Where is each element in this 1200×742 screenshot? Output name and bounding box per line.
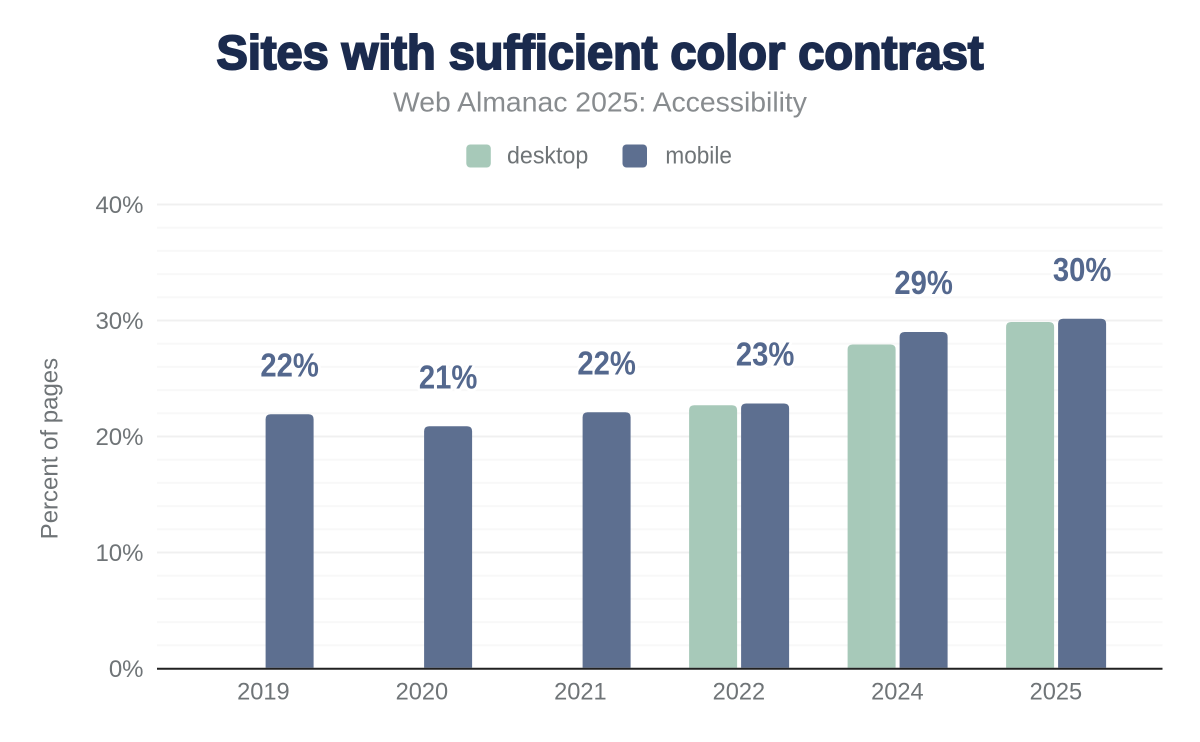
svg-text:2021: 2021 [554,679,607,706]
svg-text:Web Almanac 2025: Accessibilit: Web Almanac 2025: Accessibility [393,87,807,118]
svg-text:mobile: mobile [665,143,732,170]
svg-text:22%: 22% [260,347,319,384]
svg-text:30%: 30% [95,308,143,335]
svg-text:0%: 0% [109,656,144,683]
svg-text:Percent of pages: Percent of pages [37,358,64,539]
svg-text:29%: 29% [894,264,953,301]
svg-text:20%: 20% [95,424,143,451]
svg-text:10%: 10% [95,540,143,567]
svg-text:2020: 2020 [396,679,449,706]
svg-text:2019: 2019 [237,679,290,706]
svg-text:2025: 2025 [1030,679,1083,706]
svg-text:2024: 2024 [871,679,924,706]
svg-text:23%: 23% [736,336,795,373]
svg-text:22%: 22% [577,344,636,381]
svg-text:desktop: desktop [507,143,588,170]
svg-text:Sites with sufficient color co: Sites with sufficient color contrast [217,27,984,80]
svg-text:21%: 21% [419,358,478,395]
svg-text:30%: 30% [1053,251,1112,288]
svg-text:2022: 2022 [713,679,766,706]
svg-text:40%: 40% [95,192,143,219]
